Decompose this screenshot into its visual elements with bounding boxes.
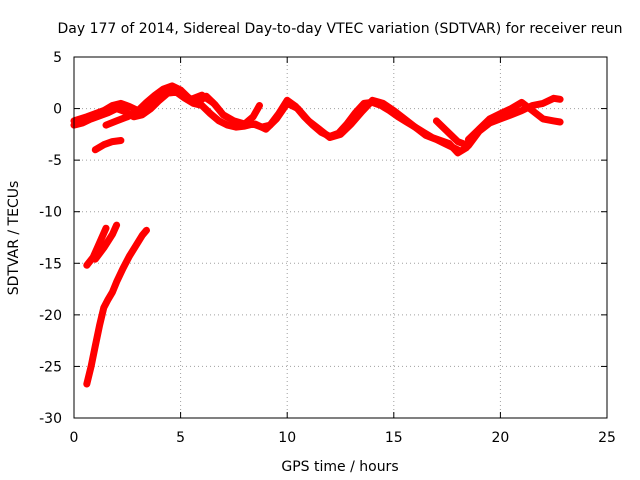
y-tick-label: -25 bbox=[39, 359, 62, 375]
x-tick-label: 15 bbox=[385, 430, 403, 446]
x-axis-label: GPS time / hours bbox=[281, 459, 398, 475]
series-line-track-mid bbox=[102, 86, 217, 129]
series-line-track-minus27 bbox=[83, 226, 150, 388]
y-tick-label: -15 bbox=[39, 256, 62, 272]
chart-title: Day 177 of 2014, Sidereal Day-to-day VTE… bbox=[57, 21, 622, 37]
plot-frame bbox=[73, 56, 608, 419]
x-tick-label: 5 bbox=[176, 430, 185, 446]
x-tick-label: 25 bbox=[598, 430, 616, 446]
x-tick-label: 10 bbox=[278, 430, 296, 446]
axis-ticks: 0 5 10 15 20 25 5 0 -5 -10 -15 -20 -25 -30 bbox=[39, 50, 616, 446]
series-line-track-evening-2 bbox=[464, 98, 564, 143]
series-line-track-evening bbox=[432, 94, 564, 150]
y-tick-label: 5 bbox=[53, 50, 62, 66]
y-tick-label: -10 bbox=[39, 205, 62, 221]
series-line-track-minus15-a bbox=[83, 224, 110, 269]
y-tick-label: -20 bbox=[39, 308, 62, 324]
series-line-track-minus15-b bbox=[91, 221, 121, 263]
y-tick-label: -5 bbox=[48, 153, 62, 169]
y-tick-label: 0 bbox=[53, 102, 62, 118]
y-axis-label: SDTVAR / TECUs bbox=[6, 181, 22, 296]
y-tick-label: -30 bbox=[39, 411, 62, 427]
x-tick-label: 20 bbox=[491, 430, 509, 446]
data-series bbox=[70, 82, 564, 388]
series-line-track-lower-cluster bbox=[251, 96, 462, 154]
x-tick-label: 0 bbox=[70, 430, 79, 446]
series-line-track-short-minus3 bbox=[91, 137, 125, 154]
